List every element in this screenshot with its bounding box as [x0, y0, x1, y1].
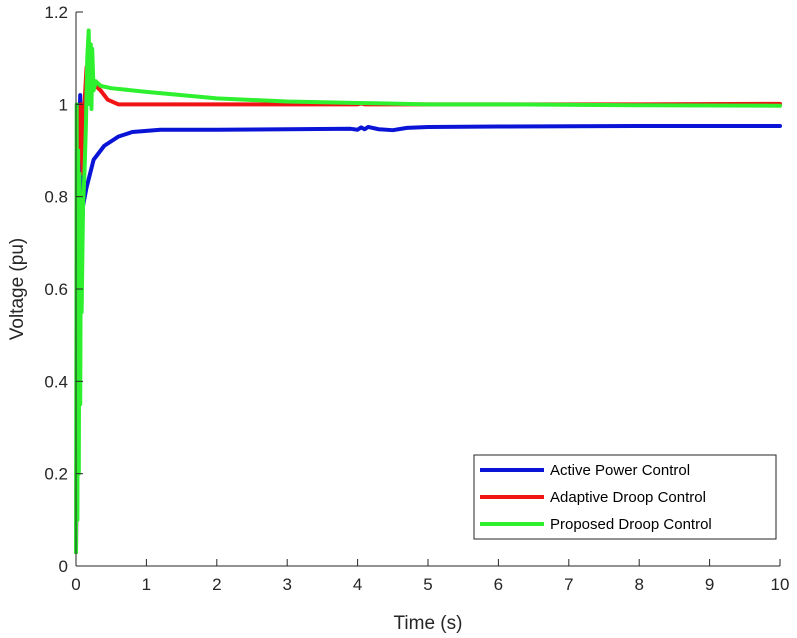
- y-axis-title: Voltage (pu): [7, 238, 28, 340]
- x-tick-label: 3: [282, 575, 291, 594]
- x-axis-title: Time (s): [394, 613, 463, 634]
- x-tick-label: 5: [423, 575, 432, 594]
- legend-label-proposed-droop: Proposed Droop Control: [550, 516, 712, 533]
- series-layer: [74, 28, 782, 555]
- legend: Active Power Control Adaptive Droop Cont…: [473, 454, 777, 540]
- legend-label-adaptive-droop: Adaptive Droop Control: [550, 489, 706, 506]
- legend-label-active-power: Active Power Control: [550, 462, 690, 479]
- x-tick-label: 0: [71, 575, 80, 594]
- y-tick-layer: 0 0.2 0.4 0.6 0.8 1 1.2: [44, 3, 83, 576]
- x-tick-label: 10: [771, 575, 790, 594]
- x-tick-label: 9: [705, 575, 714, 594]
- y-tick-label: 0.2: [44, 465, 68, 484]
- y-tick-label: 1.2: [44, 3, 68, 22]
- x-tick-label: 1: [142, 575, 151, 594]
- x-tick-label: 6: [494, 575, 503, 594]
- x-tick-label: 7: [564, 575, 573, 594]
- y-tick-label: 0.4: [44, 372, 68, 391]
- x-tick-label: 2: [212, 575, 221, 594]
- y-tick-label: 1: [59, 95, 68, 114]
- series-line-proposed-droop-control: [74, 28, 782, 555]
- x-tick-layer: 0 1 2 3 4 5 6 7 8 9 10: [71, 559, 789, 594]
- x-tick-label: 8: [634, 575, 643, 594]
- y-tick-label: 0.6: [44, 280, 68, 299]
- y-tick-label: 0: [59, 557, 68, 576]
- x-tick-label: 4: [353, 575, 362, 594]
- y-tick-label: 0.8: [44, 188, 68, 207]
